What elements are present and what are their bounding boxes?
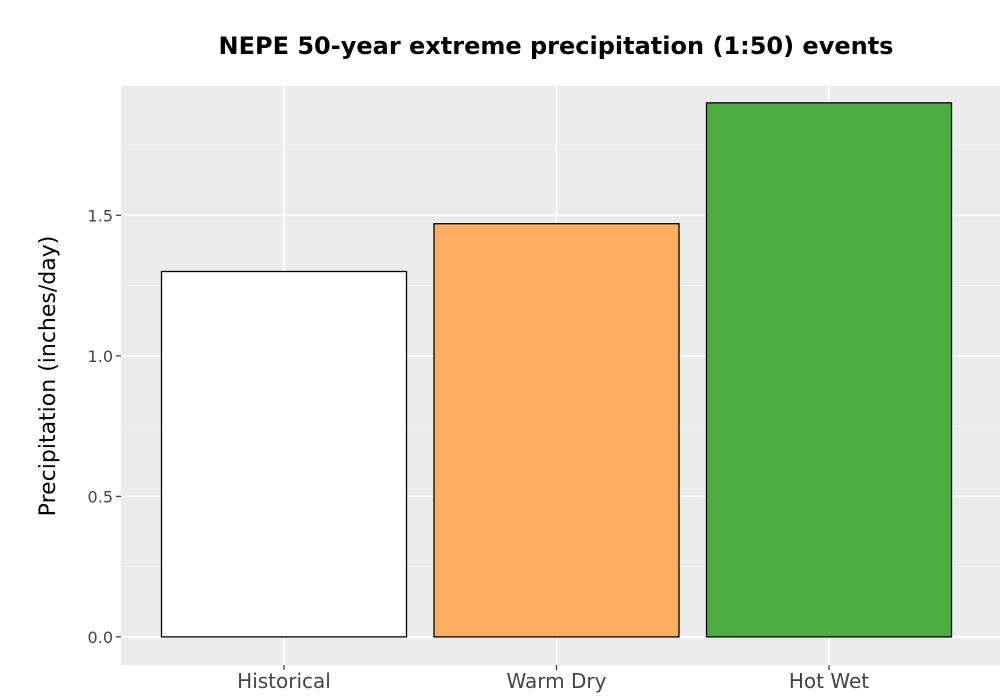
y-tick-label: 1.0	[88, 347, 113, 366]
y-axis-label: Precipitation (inches/day)	[36, 236, 61, 517]
bars	[160, 102, 953, 638]
x-tick-label: Warm Dry	[507, 669, 607, 693]
y-tick-label: 0.5	[88, 487, 113, 506]
bar-historical	[160, 270, 408, 638]
y-tick-label: 0.0	[88, 628, 113, 647]
x-tick-label: Historical	[237, 669, 331, 693]
x-axis: Historical Warm Dry Hot Wet	[237, 665, 869, 693]
y-axis: 0.0 0.5 1.0 1.5	[88, 206, 121, 647]
bar-warm-dry	[433, 223, 680, 638]
y-tick-label: 1.5	[88, 206, 113, 225]
bar-hot-wet	[705, 102, 953, 638]
x-tick-label: Hot Wet	[789, 669, 869, 693]
chart-title: NEPE 50-year extreme precipitation (1:50…	[219, 32, 894, 60]
